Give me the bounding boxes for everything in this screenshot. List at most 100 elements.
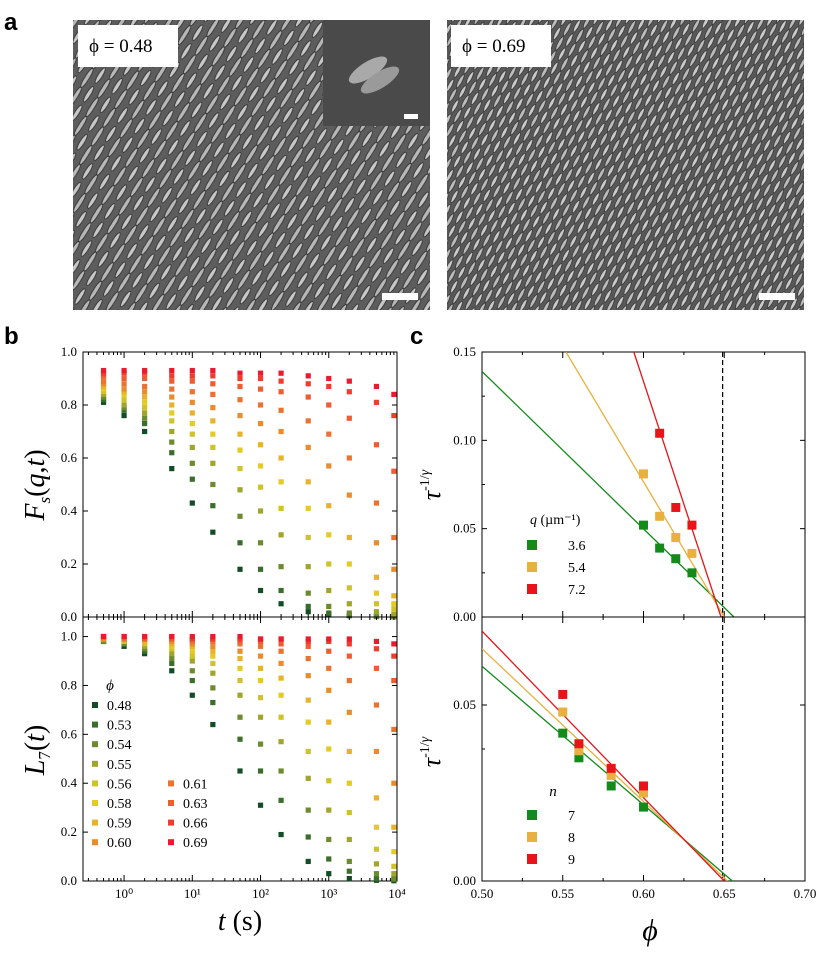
b_bottom-point-0.54 <box>210 685 216 691</box>
b_bottom-point-0.56 <box>189 653 195 659</box>
b_bottom-point-0.53 <box>346 868 352 874</box>
b_top-point-0.61 <box>169 386 175 392</box>
b_top-point-0.55 <box>210 460 216 466</box>
b_top-point-0.66 <box>189 373 195 379</box>
b_bottom-point-0.53 <box>169 660 175 667</box>
b_top-point-0.60 <box>305 444 311 450</box>
b_top-point-0.63 <box>391 468 397 474</box>
b_top-point-0.59 <box>142 394 148 400</box>
c_top-ytick-label: 0.10 <box>453 432 476 447</box>
b_bottom-point-0.56 <box>305 748 311 755</box>
b_bottom-ytick-label: 0.8 <box>61 677 77 692</box>
b_top-point-0.54 <box>278 564 284 570</box>
b_bottom-point-0.55 <box>278 739 284 745</box>
phi-label-left: ϕ = 0.48 <box>89 36 152 57</box>
c_bottom-xtick-label: 0.60 <box>632 886 655 901</box>
b_top-point-0.60 <box>189 399 195 405</box>
b_bottom-point-0.61 <box>278 648 284 654</box>
b_top-point-0.54 <box>210 481 216 488</box>
b_bottom-xtick-label: 10³ <box>320 886 337 901</box>
phi-legend-label-0.66: 0.66 <box>183 817 208 832</box>
c_bottom-point-8 <box>639 788 648 798</box>
phi-legend-marker-0.54 <box>92 741 98 748</box>
b_top-point-0.59 <box>210 418 216 424</box>
q-legend-marker-5.4 <box>527 562 537 572</box>
b_bottom-point-0.69 <box>210 633 216 640</box>
c_bottom-point-9 <box>558 689 568 699</box>
b_bottom-point-0.60 <box>326 687 332 693</box>
b_top-ytick-label: 0.0 <box>61 609 77 624</box>
b_bottom-point-0.63 <box>391 677 397 684</box>
b_bottom-point-0.58 <box>346 780 352 786</box>
b_bottom-point-0.54 <box>391 875 397 882</box>
b_top-point-0.56 <box>326 561 332 567</box>
b_top-point-0.48 <box>305 609 311 615</box>
b_top-point-0.63 <box>346 415 352 421</box>
b_top-point-0.58 <box>326 532 332 538</box>
b_top-point-0.58 <box>169 410 175 416</box>
n-legend-marker-9 <box>527 854 537 864</box>
b_top-point-0.60 <box>326 463 332 469</box>
b_top-point-0.66 <box>326 383 332 390</box>
b_top-point-0.66 <box>237 375 243 382</box>
b_bottom-point-0.55 <box>169 651 175 657</box>
phi-legend-label-0.63: 0.63 <box>183 797 208 812</box>
b_bottom-point-0.54 <box>305 807 311 813</box>
b_bottom-point-0.55 <box>373 861 380 867</box>
b_bottom-point-0.60 <box>373 748 380 755</box>
q-legend-marker-7.2 <box>527 584 537 594</box>
b_top-ytick-label: 0.4 <box>61 503 78 518</box>
b_bottom-point-0.56 <box>237 677 243 684</box>
c_top-point-5.4 <box>671 533 681 542</box>
b_bottom-point-0.48 <box>189 692 195 698</box>
b_top-point-0.54 <box>257 540 264 546</box>
chart-fs: 0.0 0.2 0.4 0.6 0.8 1.0 Fs(q,t) <box>20 344 398 624</box>
b_top-point-0.55 <box>257 508 264 514</box>
b_top-point-0.69 <box>391 391 397 397</box>
b_bottom-point-0.55 <box>391 871 397 877</box>
phi-legend-marker-0.60 <box>92 839 98 846</box>
c_top-point-3.6 <box>655 543 665 553</box>
b_bottom-point-0.59 <box>373 795 380 801</box>
b_top-point-0.63 <box>257 386 264 392</box>
micrograph-left: ϕ = 0.48 <box>73 20 430 310</box>
b_top-point-0.69 <box>373 383 380 390</box>
b_bottom-point-0.55 <box>237 692 243 698</box>
b_top-point-0.61 <box>189 389 195 395</box>
b_bottom-point-0.55 <box>189 658 195 664</box>
phi-legend-marker-0.56 <box>92 780 98 787</box>
b_bottom-point-0.69 <box>237 633 243 640</box>
b_bottom-point-0.61 <box>305 655 311 662</box>
b_bottom-point-0.54 <box>257 741 264 747</box>
n-legend-marker-7 <box>527 810 537 820</box>
b_top-point-0.63 <box>189 378 195 384</box>
b_top-point-0.53 <box>237 540 243 546</box>
phi-label-box-right <box>451 25 551 67</box>
c_top-frame <box>481 351 806 618</box>
b_top-point-0.60 <box>210 405 216 411</box>
b_bottom-point-0.48 <box>237 768 243 774</box>
b_bottom-point-0.60 <box>257 653 264 659</box>
b_bottom-point-0.59 <box>237 655 243 662</box>
phi-legend-marker-0.69 <box>168 839 174 846</box>
b_top-point-0.66 <box>257 375 264 382</box>
b_top-point-0.59 <box>189 410 195 416</box>
q-legend-marker-3.6 <box>527 540 537 550</box>
b_top-point-0.55 <box>189 444 195 450</box>
b_top-point-0.55 <box>373 609 380 615</box>
b_bottom-point-0.69 <box>257 636 264 642</box>
c_bottom-xtick-label: 0.50 <box>471 886 494 901</box>
b_top-point-0.48 <box>237 566 243 572</box>
b_top-point-0.55 <box>121 402 127 408</box>
b_top-point-0.69 <box>142 367 148 374</box>
b_top-point-0.48 <box>121 413 127 419</box>
b_top-point-0.60 <box>121 386 127 392</box>
phi-label-box-left <box>78 25 178 67</box>
b_bottom-point-0.63 <box>346 653 352 659</box>
b_top-point-0.59 <box>278 455 284 461</box>
b_top-point-0.61 <box>237 397 243 403</box>
b_top-point-0.54 <box>346 610 352 616</box>
b_top-point-0.58 <box>121 391 127 397</box>
inset-scale-bar <box>404 114 418 119</box>
b_bottom-point-0.61 <box>346 677 352 684</box>
